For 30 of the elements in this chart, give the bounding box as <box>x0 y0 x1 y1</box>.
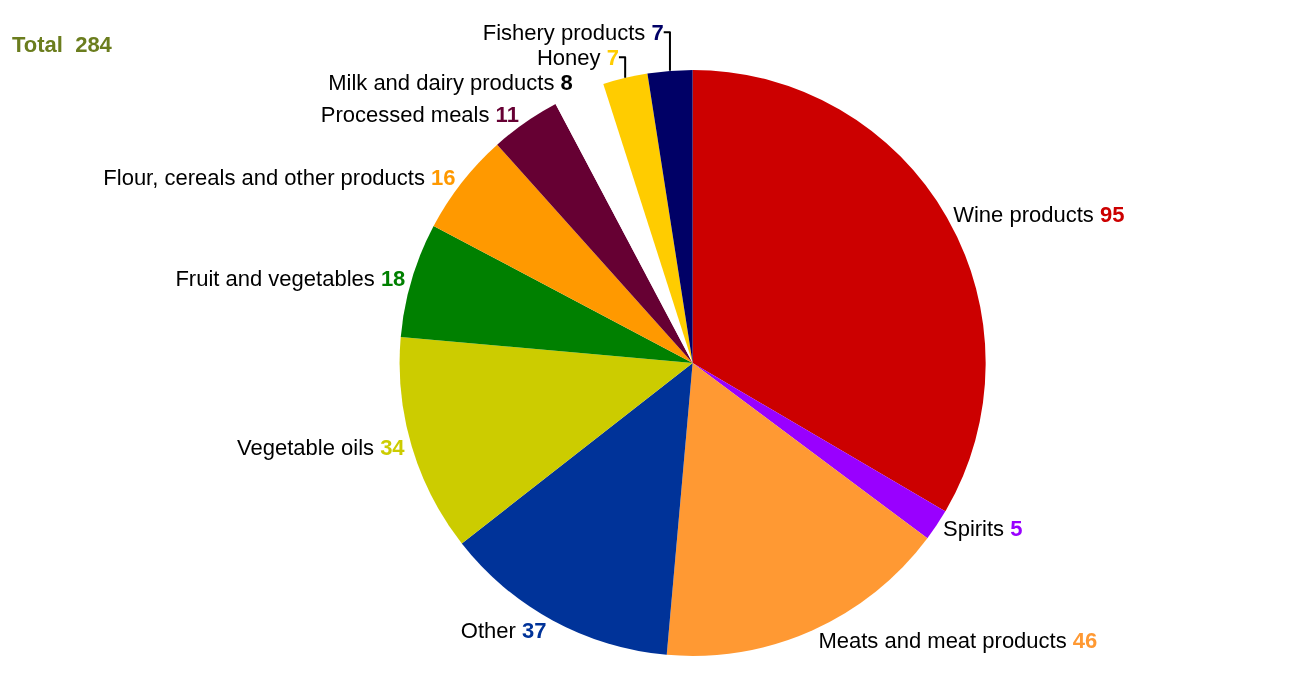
text: Total 284 <box>12 32 113 57</box>
data-label: 34 <box>380 434 406 460</box>
slice-label: Fishery products <box>482 19 646 45</box>
data-label: 16 <box>431 165 456 191</box>
slice-label: Other <box>460 617 516 643</box>
data-label: 46 <box>1072 628 1098 654</box>
slice-label: Spirits <box>942 516 1005 542</box>
data-label: 37 <box>521 617 547 643</box>
slice-label: Meats and meat products <box>818 628 1067 654</box>
pie-slice <box>692 362 946 539</box>
slice-label: Honey <box>536 44 601 70</box>
data-label: 7 <box>651 19 664 45</box>
data-label: 5 <box>1010 516 1023 542</box>
slice-label: Fruit and vegetables <box>175 266 375 292</box>
pie-slice <box>647 69 693 363</box>
pie-slice <box>666 362 928 656</box>
data-label: 7 <box>606 44 619 70</box>
pie-slice <box>603 73 693 363</box>
slice-label: Wine products <box>953 201 1094 227</box>
slice-label: Milk and dairy products <box>328 69 555 95</box>
slice-label: Processed meals <box>320 101 490 127</box>
data-label: 8 <box>560 69 573 95</box>
data-label: 95 <box>1099 201 1125 227</box>
slice-label: Vegetable oils <box>237 434 375 460</box>
data-label: 11 <box>495 101 519 127</box>
pie-slice <box>497 103 693 363</box>
data-label: 18 <box>380 266 406 292</box>
slice-label: Flour, cereals and other products <box>103 165 425 191</box>
pie-slice <box>461 362 693 655</box>
pie-slice <box>433 144 693 363</box>
